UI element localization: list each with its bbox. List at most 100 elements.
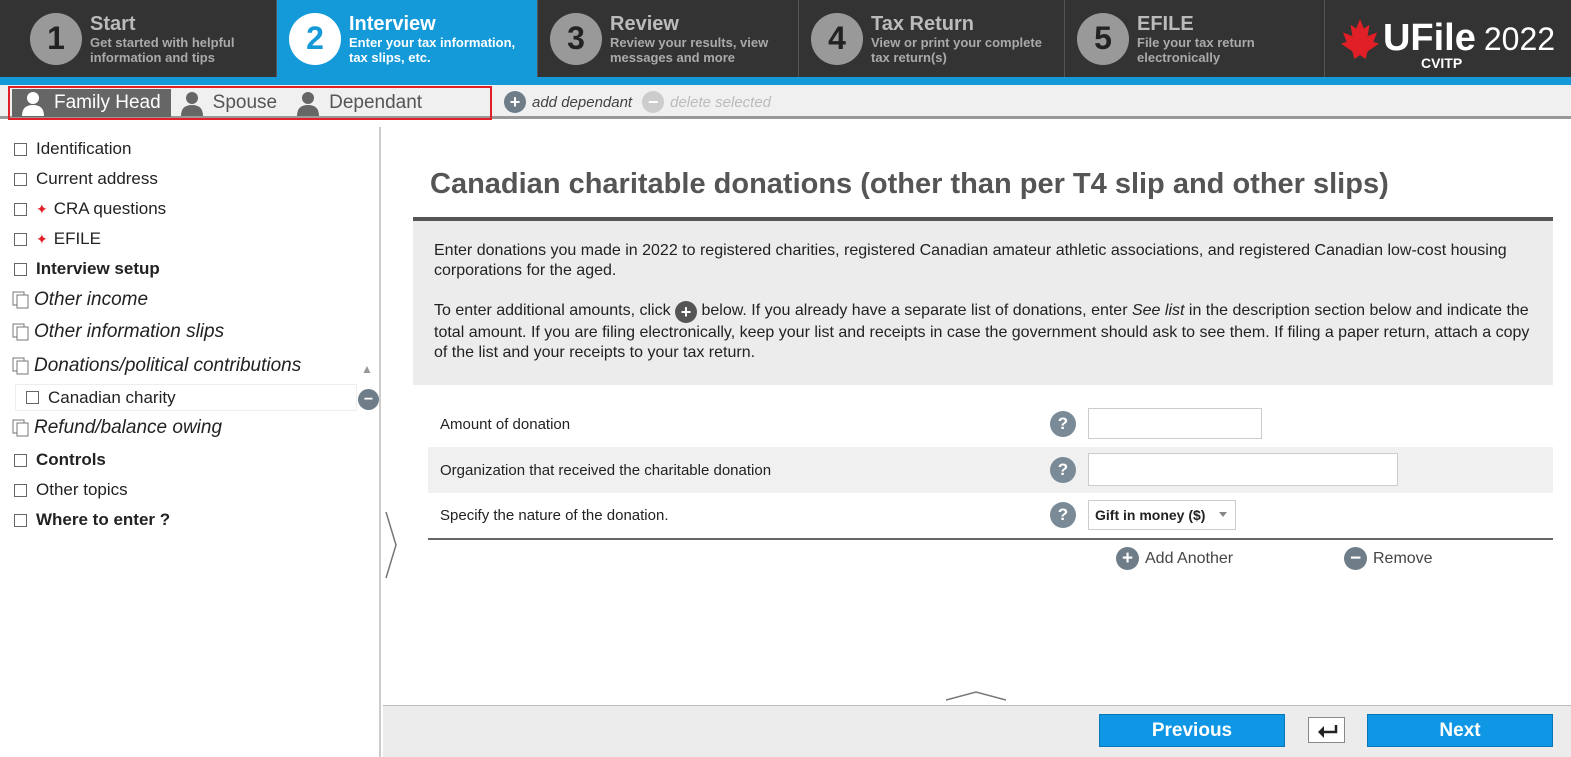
step-number: 2 [289, 12, 341, 65]
minus-icon: − [642, 91, 665, 113]
info-paragraph: Enter donations you made in 2022 to regi… [434, 242, 1507, 279]
sidebar-item-identification[interactable]: Identification [14, 139, 131, 159]
sidebar-item-label: Identification [36, 139, 132, 158]
collapse-panel-icon[interactable] [946, 690, 1006, 702]
stacked-pages-icon [12, 323, 29, 341]
sidebar-item-other-information-slips[interactable]: Other information slips [12, 321, 224, 343]
tab-label: Dependant [329, 92, 423, 113]
previous-button[interactable]: Previous [1099, 714, 1285, 747]
form-row-organization: Organization that received the charitabl… [428, 447, 1553, 493]
checkbox-icon [14, 202, 27, 216]
delete-selected-button: − delete selected [642, 91, 771, 113]
nature-select[interactable]: Gift in money ($) [1088, 500, 1236, 530]
sidebar-item-label: Canadian charity [48, 387, 176, 407]
sidebar-item-label: Controls [36, 450, 106, 469]
plus-icon: + [504, 91, 526, 113]
sidebar-item-efile[interactable]: ✦ EFILE [14, 229, 101, 249]
collapse-arrow-icon[interactable]: ▲ [361, 362, 373, 376]
step-subtitle: File your tax return electronically [1137, 34, 1255, 65]
sidebar-item-label: Donations/political contributions [34, 355, 302, 376]
step-number: 5 [1077, 12, 1129, 65]
organization-input[interactable] [1088, 453, 1398, 486]
field-label: Specify the nature of the donation. [440, 507, 669, 524]
step-number: 3 [550, 12, 602, 65]
form-row-nature: Specify the nature of the donation. ? Gi… [428, 493, 1553, 538]
plus-icon: + [1116, 547, 1139, 570]
step-subtitle: Enter your tax information, tax slips, e… [349, 34, 516, 65]
info-box: Enter donations you made in 2022 to regi… [413, 221, 1553, 385]
checkbox-icon [14, 513, 27, 527]
checkbox-icon [26, 391, 39, 404]
help-icon[interactable]: ? [1050, 411, 1076, 437]
step-subtitle: Review your results, view messages and m… [610, 34, 769, 65]
back-button[interactable] [1308, 717, 1345, 743]
step-review[interactable]: 3 Review Review your results, view messa… [538, 0, 799, 77]
maple-leaf-icon [1340, 18, 1379, 59]
step-subtitle: Get started with helpful information and… [90, 34, 235, 65]
logo-year: 2022 [1483, 21, 1556, 57]
amount-input[interactable] [1088, 408, 1262, 439]
person-icon [22, 92, 44, 116]
sidebar-subitem-canadian-charity[interactable]: Canadian charity [16, 385, 356, 410]
checkbox-icon [14, 172, 27, 186]
sidebar-item-interview-setup[interactable]: Interview setup [14, 259, 160, 279]
sidebar-item-label: EFILE [53, 229, 101, 248]
stacked-pages-icon [12, 357, 29, 375]
step-interview[interactable]: 2 Interview Enter your tax information, … [277, 0, 538, 77]
tab-dependant[interactable]: Dependant [287, 89, 432, 117]
sidebar-item-other-income[interactable]: Other income [12, 289, 148, 311]
tab-family-head[interactable]: Family Head [12, 89, 171, 117]
step-efile[interactable]: 5 EFILE File your tax return electronica… [1065, 0, 1325, 77]
sidebar-item-where-to-enter[interactable]: Where to enter ? [14, 510, 170, 530]
add-another-button[interactable]: + Add Another [1116, 547, 1233, 570]
step-title: Start [90, 12, 136, 35]
step-start[interactable]: 1 Start Get started with helpful informa… [0, 0, 277, 77]
sidebar-item-cra-questions[interactable]: ✦ CRA questions [14, 199, 166, 219]
remove-label: Remove [1373, 549, 1433, 567]
dependant-actions: + add dependant − delete selected [504, 91, 771, 113]
field-label: Organization that received the charitabl… [440, 461, 772, 479]
person-icon [180, 92, 203, 116]
chevron-down-icon [1219, 512, 1227, 517]
form-divider [428, 538, 1553, 540]
maple-leaf-icon: ✦ [36, 230, 48, 247]
bottom-bar: Previous Next [383, 705, 1571, 757]
add-dependant-label: add dependant [532, 93, 633, 111]
minus-icon: − [1344, 547, 1367, 570]
sidebar-item-label: Refund/balance owing [34, 417, 223, 438]
sidebar-item-label: Interview setup [36, 259, 160, 278]
sidebar-item-donations[interactable]: Donations/political contributions [12, 355, 301, 377]
sidebar-item-current-address[interactable]: Current address [14, 169, 158, 189]
sidebar-item-refund-balance[interactable]: Refund/balance owing [12, 417, 222, 439]
checkbox-icon [14, 232, 27, 246]
checkbox-icon [14, 453, 27, 467]
tab-spouse[interactable]: Spouse [171, 89, 287, 117]
nature-select-value: Gift in money ($) [1095, 507, 1206, 523]
page-title: Canadian charitable donations (other tha… [430, 168, 1389, 200]
step-subtitle: View or print your complete tax return(s… [871, 34, 1042, 65]
add-dependant-button[interactable]: + add dependant [504, 91, 632, 113]
checkbox-icon [14, 483, 27, 497]
checkbox-icon [14, 142, 27, 156]
panel-splitter-icon[interactable] [384, 510, 398, 580]
sidebar-item-controls[interactable]: Controls [14, 450, 106, 470]
return-arrow-icon [1317, 725, 1337, 738]
remove-button[interactable]: − Remove [1344, 547, 1433, 570]
next-button[interactable]: Next [1367, 714, 1553, 747]
step-title: EFILE [1137, 12, 1194, 35]
remove-item-button[interactable]: − [358, 389, 379, 410]
step-tax-return[interactable]: 4 Tax Return View or print your complete… [799, 0, 1065, 77]
logo-edition: CVITP [1420, 55, 1463, 71]
field-label: Amount of donation [440, 415, 571, 433]
sidebar-item-other-topics[interactable]: Other topics [14, 480, 128, 500]
person-bar: Family Head Spouse Dependant + add depen… [0, 77, 1571, 120]
help-icon[interactable]: ? [1050, 502, 1076, 528]
add-another-label: Add Another [1145, 549, 1234, 567]
info-paragraph: To enter additional amounts, click + bel… [434, 301, 1530, 361]
sidebar: Identification Current address ✦ CRA que… [0, 127, 381, 757]
stacked-pages-icon [12, 291, 29, 309]
sidebar-item-label: Other income [34, 289, 149, 310]
step-number: 1 [30, 12, 82, 65]
maple-leaf-icon: ✦ [36, 200, 48, 217]
help-icon[interactable]: ? [1050, 457, 1076, 483]
